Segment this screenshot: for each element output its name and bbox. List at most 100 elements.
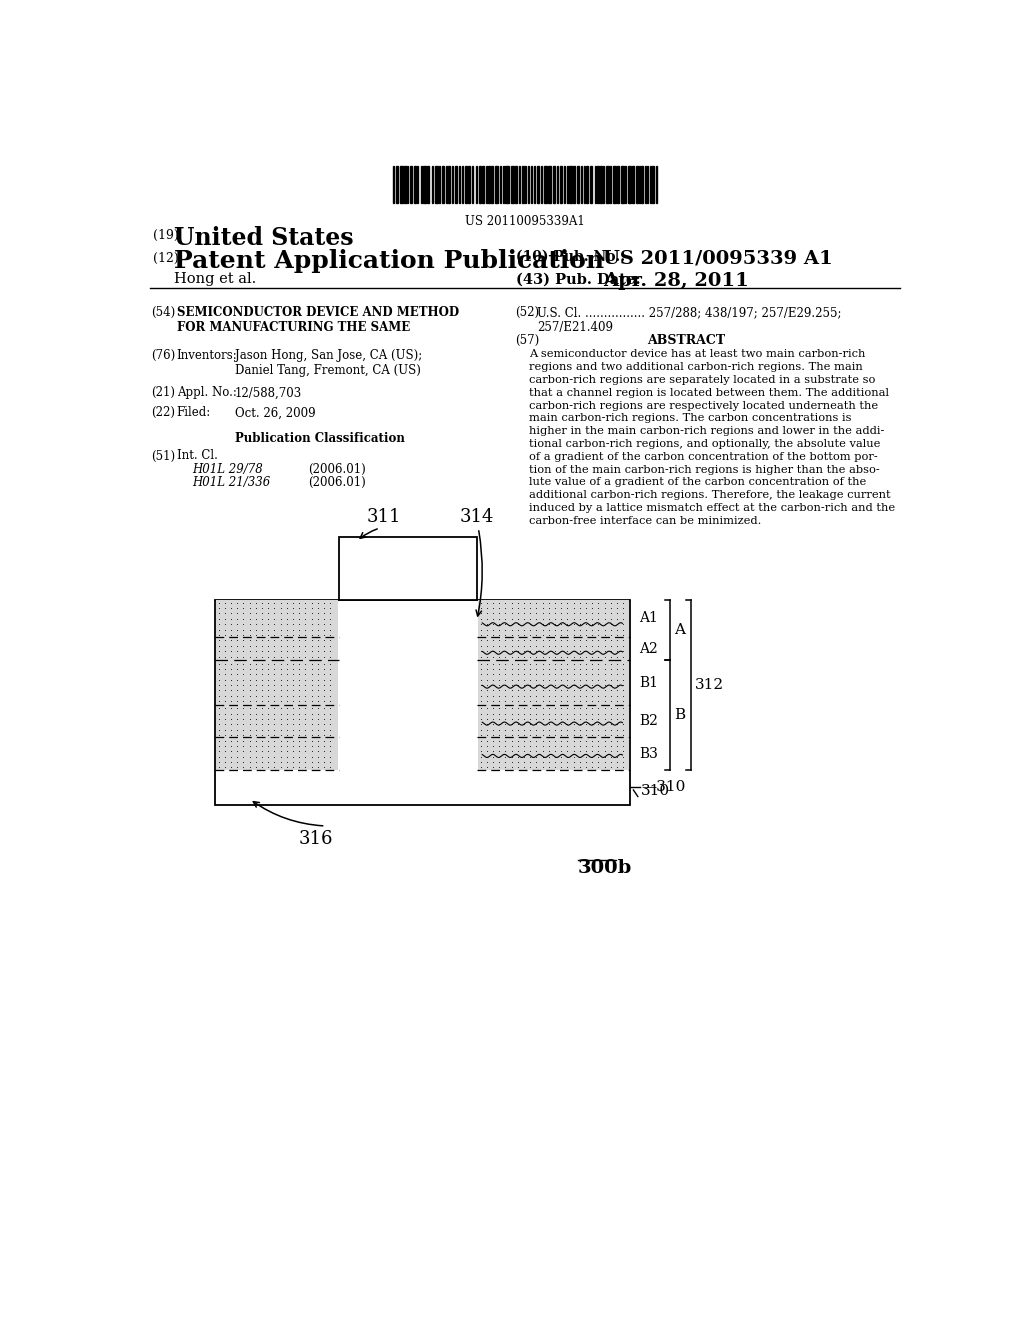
Bar: [435, 166, 437, 203]
Bar: [216, 599, 338, 638]
Bar: [438, 166, 440, 203]
Bar: [477, 738, 630, 770]
Bar: [600, 166, 601, 203]
Text: Inventors:: Inventors:: [177, 350, 238, 363]
Text: —310: —310: [641, 780, 685, 795]
Text: Appl. No.:: Appl. No.:: [177, 387, 237, 400]
Bar: [595, 166, 596, 203]
Bar: [449, 166, 450, 203]
Text: (12): (12): [153, 252, 178, 265]
Bar: [632, 166, 634, 203]
Text: Int. Cl.: Int. Cl.: [177, 449, 218, 462]
Text: Oct. 26, 2009: Oct. 26, 2009: [234, 407, 315, 420]
Bar: [528, 166, 529, 203]
Bar: [603, 166, 604, 203]
Bar: [492, 166, 493, 203]
Text: 314: 314: [460, 508, 494, 527]
Bar: [639, 166, 640, 203]
Text: 316: 316: [299, 830, 333, 847]
Bar: [617, 166, 618, 203]
Text: (76): (76): [152, 350, 175, 363]
Bar: [621, 166, 624, 203]
Bar: [613, 166, 616, 203]
Bar: [609, 166, 611, 203]
Bar: [216, 705, 338, 738]
Text: Hong et al.: Hong et al.: [174, 272, 257, 286]
Text: (54): (54): [152, 306, 175, 319]
Bar: [421, 166, 422, 203]
Bar: [544, 166, 547, 203]
Bar: [500, 166, 501, 203]
Bar: [647, 166, 648, 203]
Bar: [477, 638, 630, 660]
Bar: [456, 166, 458, 203]
Bar: [511, 166, 514, 203]
Text: (51): (51): [152, 449, 175, 462]
Bar: [503, 166, 504, 203]
Text: (10) Pub. No.:: (10) Pub. No.:: [515, 249, 625, 263]
Bar: [477, 599, 630, 638]
Bar: [407, 166, 409, 203]
Bar: [216, 660, 338, 705]
Text: 311: 311: [367, 508, 401, 527]
Bar: [557, 166, 558, 203]
Text: U.S. Cl. ................ 257/288; 438/197; 257/E29.255;
257/E21.409: U.S. Cl. ................ 257/288; 438/1…: [538, 306, 842, 334]
Text: Publication Classification: Publication Classification: [234, 432, 404, 445]
Text: A semiconductor device has at least two main carbon-rich
regions and two additio: A semiconductor device has at least two …: [529, 350, 896, 525]
Bar: [652, 166, 654, 203]
Bar: [560, 166, 561, 203]
Text: 312: 312: [695, 677, 724, 692]
Bar: [563, 166, 564, 203]
Bar: [465, 166, 467, 203]
Bar: [525, 166, 526, 203]
Text: (57): (57): [515, 334, 540, 347]
Bar: [636, 166, 638, 203]
Text: (2006.01): (2006.01): [308, 475, 367, 488]
Text: Jason Hong, San Jose, CA (US);
Daniel Tang, Fremont, CA (US): Jason Hong, San Jose, CA (US); Daniel Ta…: [234, 350, 422, 378]
Bar: [488, 166, 489, 203]
Bar: [485, 166, 487, 203]
Text: United States: United States: [174, 226, 354, 251]
Bar: [641, 166, 643, 203]
Text: SEMICONDUCTOR DEVICE AND METHOD
FOR MANUFACTURING THE SAME: SEMICONDUCTOR DEVICE AND METHOD FOR MANU…: [177, 306, 459, 334]
Bar: [216, 738, 338, 770]
Bar: [549, 166, 551, 203]
Text: B1: B1: [640, 676, 658, 690]
Text: B: B: [675, 708, 685, 722]
Bar: [452, 166, 453, 203]
Bar: [482, 166, 484, 203]
Bar: [216, 638, 338, 660]
Text: Apr. 28, 2011: Apr. 28, 2011: [603, 272, 749, 290]
Bar: [515, 166, 517, 203]
Bar: [577, 166, 579, 203]
Bar: [587, 166, 588, 203]
Bar: [404, 166, 406, 203]
Bar: [423, 166, 426, 203]
Bar: [339, 537, 477, 599]
Bar: [432, 166, 433, 203]
Bar: [581, 166, 583, 203]
Text: H01L 21/336: H01L 21/336: [193, 475, 270, 488]
Text: 12/588,703: 12/588,703: [234, 387, 302, 400]
Text: 310: 310: [641, 784, 670, 799]
Bar: [396, 166, 397, 203]
Text: B2: B2: [640, 714, 658, 729]
Text: Filed:: Filed:: [177, 407, 211, 420]
Text: (19): (19): [153, 230, 178, 243]
Bar: [495, 166, 498, 203]
Text: 300b: 300b: [578, 859, 632, 876]
Text: A2: A2: [640, 642, 658, 656]
Bar: [534, 166, 536, 203]
Text: Patent Application Publication: Patent Application Publication: [174, 249, 604, 273]
Bar: [462, 166, 463, 203]
Text: US 20110095339A1: US 20110095339A1: [465, 215, 585, 228]
Bar: [566, 166, 568, 203]
Bar: [427, 166, 429, 203]
Bar: [597, 166, 599, 203]
Bar: [518, 166, 520, 203]
Text: (22): (22): [152, 407, 175, 420]
Text: B3: B3: [640, 747, 658, 760]
Bar: [399, 166, 402, 203]
Bar: [417, 166, 418, 203]
Bar: [445, 166, 446, 203]
